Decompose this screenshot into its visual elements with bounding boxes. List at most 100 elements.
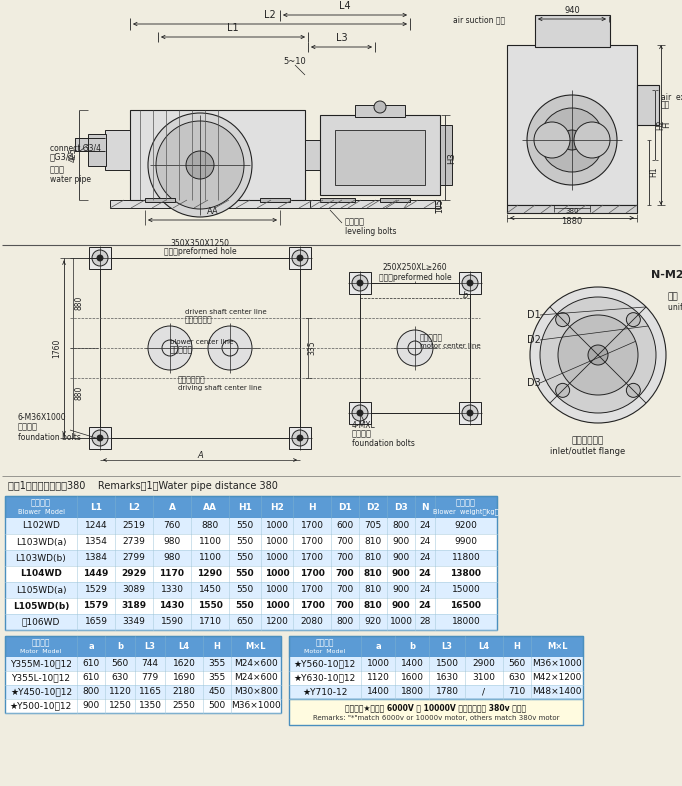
Text: D2: D2 [366,502,380,512]
Bar [5,496,497,518]
Text: 1000: 1000 [366,659,389,669]
Bar [130,110,305,200]
Bar [289,657,583,671]
Text: 760: 760 [164,521,181,531]
Text: D2: D2 [527,335,541,345]
Text: M×L: M×L [246,642,266,651]
Text: 810: 810 [364,538,382,546]
Text: H: H [213,642,220,651]
Circle shape [186,151,214,179]
Text: blower center line: blower center line [170,339,233,345]
Text: 进出风口法兰: 进出风口法兰 [572,436,604,446]
Text: 380: 380 [565,208,579,214]
Text: 550: 550 [237,586,254,594]
Text: Y355L-10、12: Y355L-10、12 [12,674,70,682]
Text: M24×600: M24×600 [234,659,278,669]
Text: 排气: 排气 [661,101,670,109]
Bar [5,657,281,671]
Text: ★Y450-10、12: ★Y450-10、12 [10,688,72,696]
Text: M30×800: M30×800 [234,688,278,696]
Text: 1000: 1000 [265,521,288,531]
Text: N: N [421,502,429,512]
Text: D1: D1 [338,502,352,512]
Text: 2080: 2080 [301,618,323,626]
Text: foundation bolts: foundation bolts [352,439,415,447]
Text: 1700: 1700 [299,570,325,578]
Text: L3: L3 [441,642,452,651]
Bar [335,130,425,185]
Text: 2550: 2550 [173,701,196,711]
Circle shape [540,297,656,413]
Text: M36×1000: M36×1000 [231,701,281,711]
Text: 1620: 1620 [173,659,196,669]
Text: 700: 700 [336,570,355,578]
Text: 900: 900 [392,538,410,546]
Text: 1000: 1000 [389,618,413,626]
Bar [289,685,583,699]
Circle shape [352,405,368,421]
Circle shape [534,122,570,158]
Text: 700: 700 [336,586,354,594]
Text: 779: 779 [141,674,159,682]
Text: 1880: 1880 [561,218,582,226]
Bar [89,427,111,449]
Text: M24×600: M24×600 [234,674,278,682]
Text: 1780: 1780 [436,688,458,696]
Circle shape [352,275,368,291]
Circle shape [626,313,640,327]
Bar [355,105,405,117]
Circle shape [626,384,640,398]
Text: water pipe: water pipe [50,174,91,183]
Text: a: a [375,642,381,651]
Text: 均布: 均布 [668,292,679,302]
Text: 1800: 1800 [400,688,424,696]
Text: 1000: 1000 [265,601,289,611]
Text: air suction 进气: air suction 进气 [453,16,505,24]
Text: 4-MXL: 4-MXL [352,421,376,429]
Text: H: H [514,642,520,651]
Text: 550: 550 [236,570,254,578]
Text: 1120: 1120 [108,688,132,696]
Bar [5,699,281,713]
Text: 1710: 1710 [198,618,222,626]
Text: 800: 800 [336,618,354,626]
Text: 560: 560 [111,659,129,669]
Text: L4: L4 [479,642,490,651]
Circle shape [558,315,638,395]
Bar [305,140,325,170]
Text: ★Y500-10、12: ★Y500-10、12 [10,701,72,711]
Text: motor center line: motor center line [420,343,481,349]
Text: 940: 940 [564,6,580,15]
Text: 电机型号: 电机型号 [316,638,334,648]
Bar [5,685,281,699]
Bar [89,247,111,269]
Text: D3: D3 [394,502,408,512]
Text: 风机中心线: 风机中心线 [170,346,193,354]
Circle shape [92,430,108,446]
Text: 11800: 11800 [451,553,480,563]
Circle shape [562,130,582,150]
Text: 1000: 1000 [265,538,288,546]
Text: AA: AA [207,207,218,216]
Text: 24: 24 [419,570,431,578]
Text: 700: 700 [336,553,354,563]
Text: 105: 105 [436,199,445,213]
Bar [260,198,290,202]
Text: 18000: 18000 [451,618,480,626]
Text: L102WD: L102WD [22,521,60,531]
Text: 900: 900 [392,553,410,563]
Circle shape [462,275,478,291]
Bar [5,598,497,614]
Text: 1400: 1400 [400,659,424,669]
Text: 输水管: 输水管 [50,166,65,174]
Text: 1500: 1500 [436,659,458,669]
Text: 744: 744 [141,659,158,669]
Circle shape [574,122,610,158]
Text: 1579: 1579 [83,601,108,611]
Bar [459,402,481,424]
Text: 810: 810 [364,553,382,563]
Bar [289,671,583,685]
Text: 1100: 1100 [198,538,222,546]
Bar [289,699,583,725]
Text: 425: 425 [68,148,78,162]
